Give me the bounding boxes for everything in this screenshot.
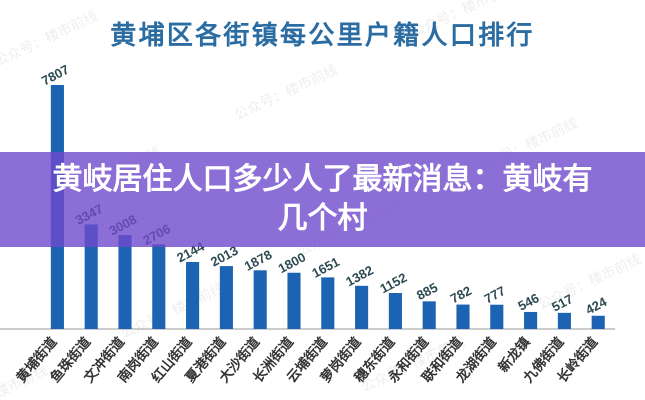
svg-text:1382: 1382 xyxy=(343,262,376,289)
svg-text:1800: 1800 xyxy=(276,249,309,276)
svg-text:517: 517 xyxy=(549,291,575,314)
svg-text:1878: 1878 xyxy=(242,247,275,274)
svg-text:424: 424 xyxy=(583,294,610,318)
svg-text:1651: 1651 xyxy=(309,254,342,281)
svg-text:885: 885 xyxy=(414,280,440,303)
svg-text:7807: 7807 xyxy=(39,62,72,89)
svg-text:546: 546 xyxy=(515,290,541,313)
svg-text:777: 777 xyxy=(482,283,508,306)
svg-text:782: 782 xyxy=(448,283,474,306)
svg-text:1152: 1152 xyxy=(377,270,409,296)
